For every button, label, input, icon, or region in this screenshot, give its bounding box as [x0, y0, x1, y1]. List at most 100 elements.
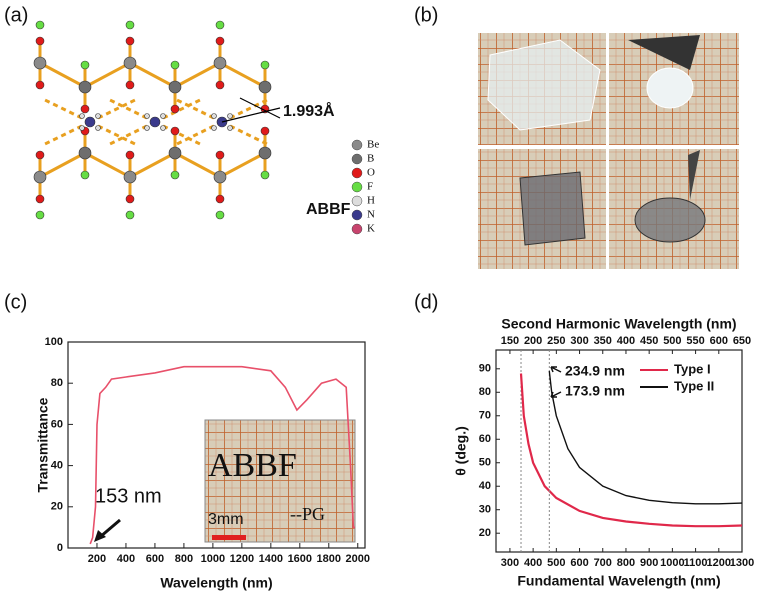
bond [89, 120, 136, 146]
bond [219, 61, 266, 89]
legend-swatch [351, 139, 363, 151]
legend-swatch [351, 223, 363, 235]
atom [78, 80, 92, 94]
crystal [634, 197, 706, 243]
x2-tick-label: 550 [686, 335, 704, 347]
x-tick-label: 1400 [259, 553, 283, 565]
x2-tick-label: 250 [547, 335, 565, 347]
legend-swatch [351, 167, 363, 179]
x-tick-label: 1800 [317, 553, 341, 565]
atom [211, 125, 217, 131]
bond [129, 151, 176, 179]
x-tick-label: 800 [175, 553, 193, 565]
x2-tick-label: 500 [663, 335, 681, 347]
y-tick-label: 90 [479, 363, 491, 375]
panel-label: (d) [414, 291, 438, 313]
holder [688, 150, 700, 200]
plot-frame [67, 341, 366, 549]
x-tick-label: 600 [570, 557, 588, 569]
x-tick-label: 1300 [730, 557, 754, 569]
atom [227, 125, 233, 131]
annotation: 234.9 nm [565, 363, 625, 379]
x-tick-label: 700 [594, 557, 612, 569]
atom [125, 20, 135, 30]
y-tick-label: 20 [51, 501, 63, 513]
bond [129, 61, 176, 89]
atom [84, 116, 96, 128]
atom [168, 80, 182, 94]
inset-photo [204, 419, 356, 543]
plot-frame [495, 349, 743, 553]
bond [39, 61, 86, 89]
legend-label: N [367, 209, 375, 221]
crystal [487, 39, 601, 131]
x-tick-label: 800 [617, 557, 635, 569]
atom [213, 56, 227, 70]
bond [39, 151, 86, 179]
panel-label: (a) [4, 4, 28, 26]
atom [123, 56, 137, 70]
atom [215, 36, 225, 46]
x2-tick-label: 450 [640, 335, 658, 347]
atom [35, 36, 45, 46]
y-tick-label: 40 [51, 460, 63, 472]
panel-label: (c) [4, 291, 27, 313]
atom [215, 20, 225, 30]
x2-tick-label: 600 [710, 335, 728, 347]
atom [160, 113, 166, 119]
annotation-arrow [99, 518, 121, 539]
x-tick-label: 300 [501, 557, 519, 569]
atom [125, 194, 135, 204]
atom [35, 194, 45, 204]
legend-swatch [351, 153, 363, 165]
panel-label: (b) [414, 4, 438, 26]
crystal [646, 67, 694, 109]
inset-text: ABBF [208, 447, 297, 484]
x2-axis-label: Second Harmonic Wavelength (nm) [501, 316, 736, 332]
atom [227, 113, 233, 119]
atom [144, 113, 150, 119]
atom [260, 170, 270, 180]
legend-label: Type II [674, 378, 714, 393]
inset-text: 3mm [208, 511, 244, 528]
x-tick-label: 1200 [230, 553, 254, 565]
atom [78, 146, 92, 160]
bond [174, 61, 221, 89]
x-axis-label: Fundamental Wavelength (nm) [517, 573, 720, 589]
y-axis-label: Transmittance [35, 397, 51, 492]
bond [221, 120, 268, 146]
atom [125, 150, 135, 160]
atom [213, 170, 227, 184]
x-tick-label: 2000 [346, 553, 370, 565]
x-tick-label: 1600 [288, 553, 312, 565]
atom [144, 125, 150, 131]
atom [170, 60, 180, 70]
annotation: 153 nm [95, 485, 162, 507]
atom [33, 56, 47, 70]
y-tick-label: 60 [479, 433, 491, 445]
atom [123, 170, 137, 184]
pointer [221, 107, 281, 123]
y-tick-label: 70 [479, 410, 491, 422]
atom [80, 104, 90, 114]
bond [221, 98, 268, 124]
annotation-arrow [550, 391, 562, 398]
bond [84, 151, 131, 179]
bond [84, 61, 131, 89]
y-tick-label: 80 [479, 386, 491, 398]
x-tick-label: 200 [88, 553, 106, 565]
pointer [239, 97, 281, 119]
x-tick-label: 600 [146, 553, 164, 565]
atom [79, 113, 85, 119]
atom [170, 126, 180, 136]
crystal-photos [478, 33, 739, 269]
x-tick-label: 900 [640, 557, 658, 569]
annotation: 173.9 nm [565, 383, 625, 399]
bond [219, 151, 266, 179]
atom [95, 125, 101, 131]
crystal [519, 171, 586, 246]
x2-tick-label: 350 [594, 335, 612, 347]
atom [160, 125, 166, 131]
